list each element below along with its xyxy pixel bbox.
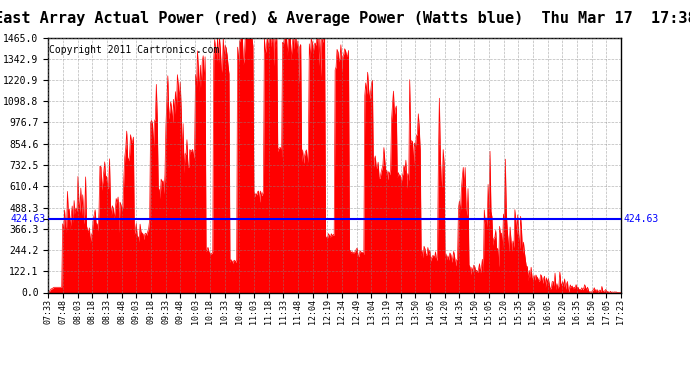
Text: 424.63: 424.63 (10, 214, 46, 223)
Text: 424.63: 424.63 (624, 214, 659, 223)
Text: East Array Actual Power (red) & Average Power (Watts blue)  Thu Mar 17  17:38: East Array Actual Power (red) & Average … (0, 11, 690, 26)
Text: Copyright 2011 Cartronics.com: Copyright 2011 Cartronics.com (50, 45, 220, 55)
